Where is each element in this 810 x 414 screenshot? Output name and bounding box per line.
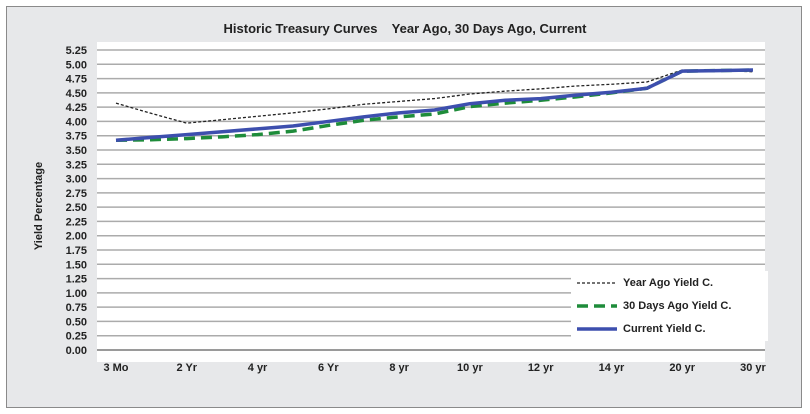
legend-item-30-days-ago: 30 Days Ago Yield C.: [577, 298, 731, 314]
legend-swatch-30-days-ago: [577, 304, 617, 308]
y-tick-label: 4.50: [66, 88, 87, 100]
y-tick-label: 4.75: [66, 74, 87, 86]
x-tick-label: 6 Yr: [318, 362, 339, 374]
y-tick-label: 3.00: [66, 174, 87, 186]
x-tick-label: 20 yr: [669, 362, 695, 374]
x-tick-label: 10 yr: [457, 362, 483, 374]
legend: Year Ago Yield C. 30 Days Ago Yield C. C…: [571, 271, 768, 341]
x-tick-label: 2 Yr: [176, 362, 197, 374]
x-tick-label: 30 yr: [740, 362, 766, 374]
y-tick-label: 1.75: [66, 245, 87, 257]
series-line-current-yield-c: [115, 68, 754, 143]
y-tick-label: 4.00: [66, 116, 87, 128]
y-tick-label: 5.00: [66, 59, 87, 71]
legend-item-year-ago: Year Ago Yield C.: [577, 275, 713, 291]
legend-label-year-ago: Year Ago Yield C.: [623, 277, 714, 289]
series-line-year-ago-yield-c: [115, 69, 754, 124]
legend-item-current: Current Yield C.: [577, 321, 706, 337]
legend-swatch-year-ago: [577, 282, 617, 284]
x-tick-label: 3 Mo: [103, 362, 128, 374]
y-tick-label: 3.50: [66, 145, 87, 157]
x-tick-label: 8 yr: [389, 362, 409, 374]
y-tick-label: 2.00: [66, 231, 87, 243]
y-tick-label: 2.50: [66, 202, 87, 214]
y-tick-label: 0.00: [66, 345, 87, 357]
y-tick-label: 2.25: [66, 216, 87, 228]
y-tick-label: 3.25: [66, 159, 87, 171]
y-tick-label: 0.25: [66, 331, 87, 343]
legend-label-30-days-ago: 30 Days Ago Yield C.: [623, 300, 732, 312]
chart-title: Historic Treasury Curves Year Ago, 30 Da…: [223, 21, 587, 36]
y-tick-label: 1.00: [66, 288, 87, 300]
x-tick-label: 4 yr: [248, 362, 268, 374]
y-tick-label: 2.75: [66, 188, 87, 200]
y-tick-label: 3.75: [66, 131, 87, 143]
legend-label-current: Current Yield C.: [623, 323, 706, 335]
y-tick-label: 0.50: [66, 316, 87, 328]
x-tick-label: 12 yr: [528, 362, 554, 374]
y-tick-label: 5.25: [66, 45, 87, 57]
y-tick-label: 1.50: [66, 259, 87, 271]
y-tick-label: 0.75: [66, 302, 87, 314]
x-tick-label: 14 yr: [599, 362, 625, 374]
y-tick-label: 1.25: [66, 274, 87, 286]
legend-swatch-current: [577, 327, 617, 331]
y-tick-label: 4.25: [66, 102, 87, 114]
